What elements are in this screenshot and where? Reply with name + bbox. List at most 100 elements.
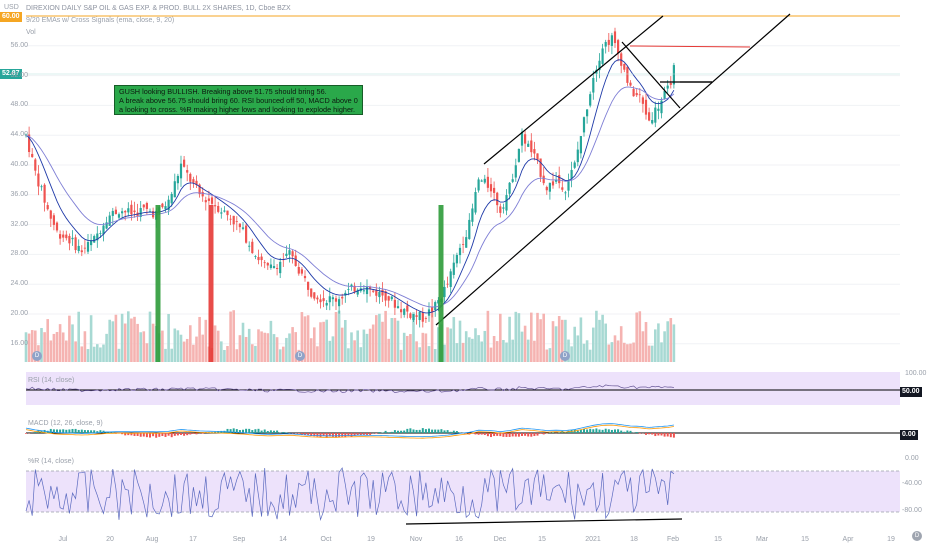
candle bbox=[558, 175, 561, 184]
candle bbox=[462, 244, 465, 245]
macd-hist-bar bbox=[260, 430, 263, 433]
macd-hist-bar bbox=[108, 432, 111, 433]
volume-bar bbox=[77, 311, 80, 362]
volume-bar bbox=[378, 313, 381, 362]
macd-hist-bar bbox=[251, 430, 254, 433]
volume-bar bbox=[402, 332, 406, 362]
candle bbox=[545, 186, 548, 191]
macd-hist-bar bbox=[366, 433, 368, 435]
volume-bar bbox=[573, 326, 576, 362]
candles bbox=[24, 27, 675, 328]
candle bbox=[486, 176, 489, 188]
candle bbox=[105, 222, 108, 229]
candle bbox=[161, 203, 164, 208]
volume-bar bbox=[474, 328, 477, 362]
volume-bar bbox=[533, 340, 536, 362]
volume-bar bbox=[99, 347, 102, 362]
volume-bar bbox=[576, 335, 580, 362]
volume-bar bbox=[492, 336, 496, 362]
trend-line bbox=[435, 13, 791, 326]
volume-bar bbox=[607, 344, 611, 362]
dividend-badge[interactable]: D bbox=[32, 351, 42, 361]
trend-line bbox=[621, 41, 681, 109]
x-tick-label: 19 bbox=[887, 536, 895, 543]
candle bbox=[604, 41, 607, 47]
macd-hist-bar bbox=[294, 433, 297, 434]
volume-bar bbox=[27, 333, 31, 362]
macd-hist-bar bbox=[87, 430, 89, 433]
candle bbox=[390, 296, 393, 300]
candle bbox=[626, 66, 629, 83]
macd-hist-bar bbox=[651, 433, 654, 435]
candle bbox=[548, 182, 551, 192]
volume-bar bbox=[226, 346, 229, 362]
candle bbox=[412, 313, 415, 320]
candle bbox=[415, 315, 418, 317]
volume-bar bbox=[89, 315, 93, 362]
macd-hist-bar bbox=[263, 429, 266, 433]
dividend-badge[interactable]: D bbox=[295, 351, 305, 361]
macd-hist-bar bbox=[536, 433, 539, 436]
candle bbox=[403, 309, 406, 315]
candle bbox=[83, 247, 86, 249]
macd-hist-bar bbox=[672, 433, 675, 438]
x-tick-label: 15 bbox=[538, 536, 546, 543]
volume-bar bbox=[567, 339, 570, 362]
macd-hist-bar bbox=[660, 433, 663, 436]
volume-bar bbox=[672, 324, 676, 362]
macd-hist-bar bbox=[214, 431, 217, 433]
candle bbox=[238, 223, 241, 228]
macd-hist-bar bbox=[136, 433, 139, 436]
macd-hist-bar bbox=[105, 431, 108, 433]
volume-bar bbox=[40, 327, 43, 362]
macd-hist-bar bbox=[369, 433, 372, 435]
macd-hist-bar bbox=[502, 433, 505, 437]
candle bbox=[449, 271, 452, 287]
volume-bar bbox=[365, 333, 369, 362]
macd-hist-bar bbox=[412, 429, 415, 433]
candle bbox=[607, 39, 610, 45]
macd-hist-bar bbox=[359, 433, 362, 436]
volume-bar bbox=[437, 327, 440, 362]
candle bbox=[344, 292, 347, 296]
candle bbox=[505, 195, 508, 211]
candle bbox=[142, 204, 145, 208]
candle bbox=[632, 88, 635, 97]
candle bbox=[353, 285, 356, 292]
macd-hist-bar bbox=[71, 428, 74, 433]
volume-bar bbox=[350, 332, 353, 362]
volume-bar bbox=[92, 346, 96, 362]
macd-hist-bar bbox=[505, 433, 508, 437]
candle bbox=[232, 215, 235, 225]
macd-hist-bar bbox=[90, 430, 93, 433]
candle bbox=[452, 262, 455, 275]
volume-bar bbox=[213, 325, 217, 362]
macd-hist-bar bbox=[266, 431, 269, 433]
candle bbox=[322, 298, 325, 302]
volume-bar bbox=[433, 349, 437, 362]
volume-bar bbox=[356, 330, 359, 362]
dividend-badge[interactable]: D bbox=[912, 531, 922, 541]
macd-hist-bar bbox=[629, 430, 632, 433]
macd-hist-bar bbox=[155, 433, 158, 438]
candle bbox=[186, 170, 189, 173]
candle bbox=[610, 35, 613, 46]
macd-hist-bar bbox=[285, 432, 288, 433]
macd-hist-bar bbox=[480, 433, 483, 435]
macd-hist-bar bbox=[592, 429, 595, 433]
macd-hist-bar bbox=[350, 433, 353, 437]
macd-hist-bar bbox=[269, 430, 272, 433]
macd-hist-bar bbox=[579, 429, 582, 433]
macd-hist-bar bbox=[313, 433, 316, 437]
volume-bar bbox=[34, 330, 37, 362]
candle bbox=[220, 212, 223, 214]
volume-bar bbox=[148, 311, 152, 362]
candle bbox=[195, 180, 198, 186]
candle bbox=[598, 60, 601, 71]
macd-hist-bar bbox=[25, 433, 27, 434]
candle bbox=[310, 288, 313, 297]
candle bbox=[300, 269, 303, 274]
volume-bar bbox=[443, 344, 446, 362]
macd-hist-bar bbox=[186, 433, 189, 436]
dividend-badge[interactable]: D bbox=[560, 351, 570, 361]
